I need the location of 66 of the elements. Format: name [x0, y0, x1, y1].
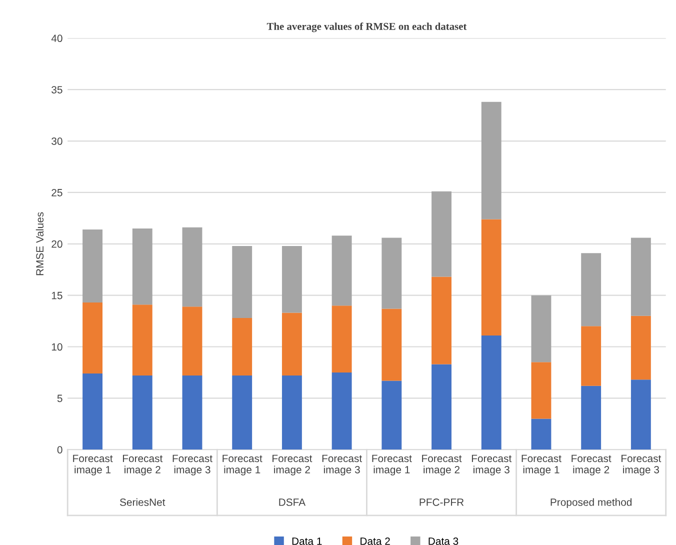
bar [82, 302, 102, 374]
bar [332, 236, 352, 306]
chart-title: The average values of RMSE on each dataset [266, 22, 467, 32]
bar [481, 102, 502, 220]
y-tick-label: 35 [52, 86, 62, 94]
bar [382, 238, 402, 309]
bar [182, 227, 202, 307]
bar [630, 316, 651, 380]
x-tick-label: Forecast image 3 [322, 454, 362, 476]
bar [630, 380, 651, 450]
x-tick-label: Forecast image 2 [122, 454, 163, 476]
bar [481, 219, 502, 336]
y-tick-label: 40 [51, 34, 62, 42]
text: DSFA [279, 498, 306, 506]
bar [581, 326, 602, 386]
x-tick-label: Forecast image 2 [272, 454, 312, 476]
x-tick-label: Forecast image 1 [372, 454, 412, 476]
y-tick-label: 25 [52, 188, 62, 196]
legend-label: Data 3 [428, 538, 458, 545]
y-tick-label: 15 [52, 292, 62, 300]
legend-label: Data 1 [292, 538, 322, 545]
y-axis-title: RMSE Values [36, 212, 44, 276]
bar [531, 295, 552, 362]
text: PFC-PFR [420, 498, 464, 506]
x-tick-label: Forecast image 1 [222, 454, 262, 476]
bar [132, 228, 152, 305]
bar [531, 362, 552, 419]
bar [232, 318, 252, 376]
y-tick-label: 0 [57, 446, 62, 454]
bar [282, 312, 302, 376]
bar [132, 376, 152, 450]
bar [182, 306, 202, 376]
bar [232, 246, 252, 318]
bar [581, 253, 602, 326]
legend-label: Data 2 [360, 538, 390, 545]
bar [332, 372, 352, 450]
bar [282, 376, 302, 450]
x-tick-label: Forecast image 1 [73, 454, 113, 476]
bar [432, 364, 452, 450]
bar [132, 304, 152, 376]
bar [432, 276, 452, 364]
x-tick-label: Forecast image 3 [622, 454, 662, 476]
x-tick-label: Forecast image 1 [522, 454, 562, 476]
bar [82, 229, 102, 303]
x-tick-label: Forecast image 3 [172, 454, 212, 476]
bar [581, 386, 602, 450]
bar [531, 418, 552, 450]
text: SeriesNet [120, 498, 166, 506]
bar [432, 191, 452, 277]
y-tick-label: 5 [57, 394, 62, 402]
bar [630, 238, 651, 316]
bar [282, 246, 302, 313]
y-tick-label: 20 [52, 240, 62, 248]
y-tick-label: 10 [52, 343, 62, 351]
bar [382, 308, 402, 381]
bar [332, 306, 352, 372]
x-tick-label: Forecast image 3 [472, 454, 512, 476]
bar [82, 374, 102, 450]
bar [481, 335, 502, 450]
x-tick-label: Forecast image 2 [572, 454, 612, 476]
text: Proposed method [550, 498, 632, 508]
bar [382, 380, 402, 450]
x-tick-label: Forecast image 2 [422, 454, 462, 476]
y-tick-label: 30 [52, 138, 62, 145]
bar [182, 376, 202, 450]
bar [232, 376, 252, 450]
